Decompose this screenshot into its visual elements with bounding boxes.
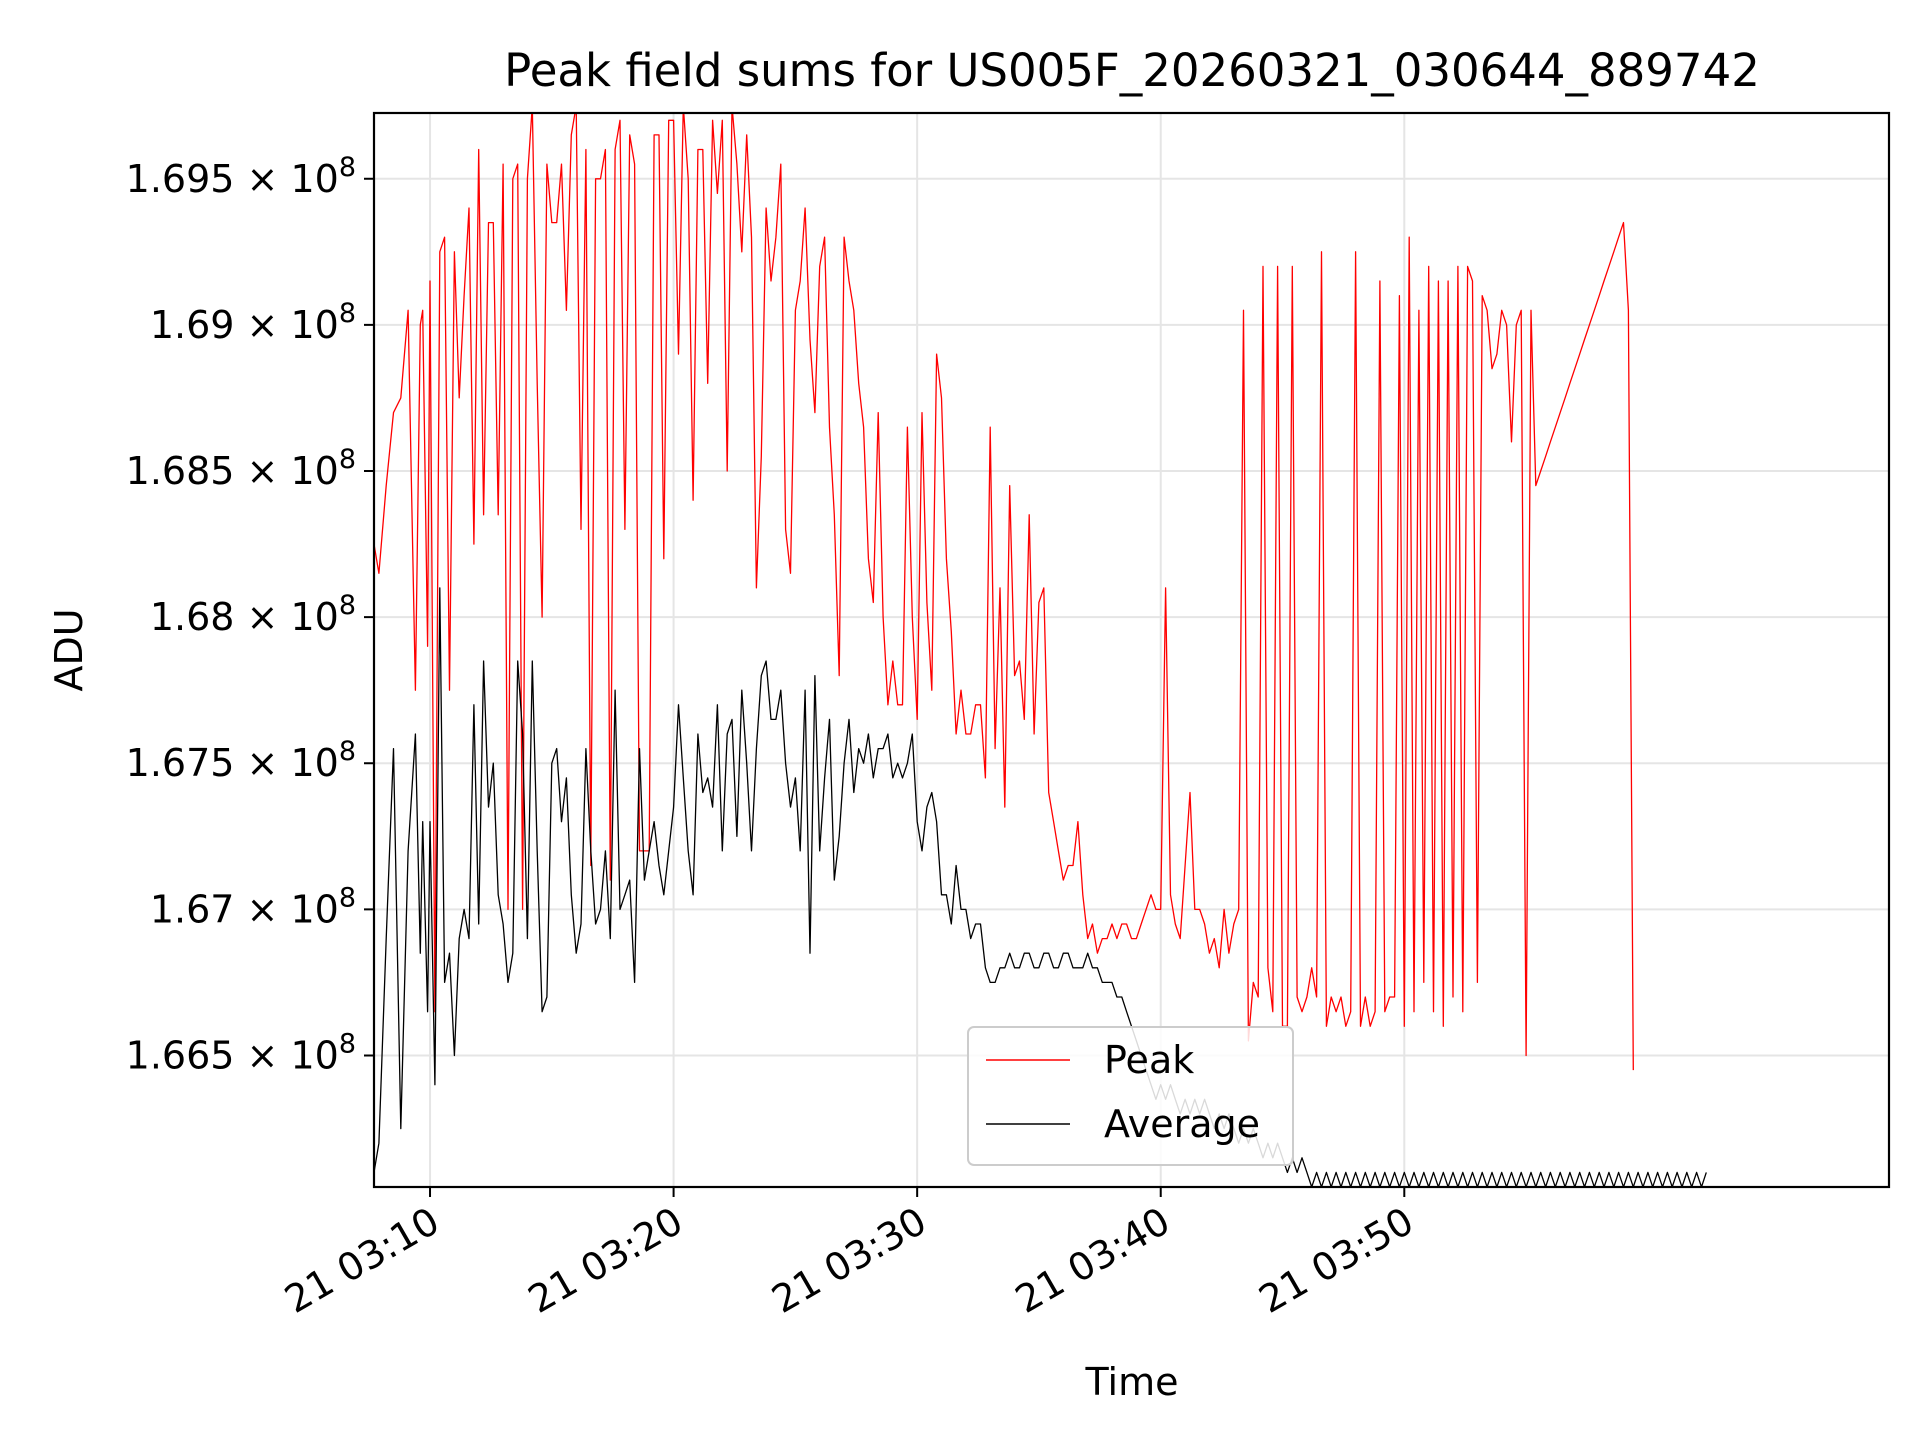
y-tick-label: 1.69 × 108 (150, 298, 356, 347)
y-tick-label: 1.67 × 108 (150, 882, 356, 931)
y-axis-label: ADU (47, 608, 91, 691)
y-tick-label: 1.695 × 108 (126, 152, 356, 201)
legend-label-peak: Peak (1104, 1038, 1194, 1082)
series-line-peak (374, 113, 1634, 1071)
legend: Peak Average (967, 1026, 1294, 1166)
legend-label-average: Average (1104, 1102, 1260, 1146)
series-line-average (374, 587, 1707, 1187)
y-tick-label: 1.665 × 108 (126, 1028, 356, 1077)
y-tick-label: 1.685 × 108 (126, 444, 356, 493)
y-axis-ticks: 1.665 × 108 1.67 × 108 1.675 × 108 1.68 × 1… (126, 152, 374, 1077)
legend-box (967, 1026, 1294, 1166)
chart-title: Peak field sums for US005F_20260321_0306… (504, 44, 1760, 97)
series-group (374, 113, 1707, 1187)
y-tick-label: 1.68 × 108 (150, 590, 356, 639)
plot-frame (372, 111, 1891, 1189)
x-axis-label: Time (1085, 1360, 1179, 1404)
y-tick-label: 1.675 × 108 (126, 736, 356, 785)
